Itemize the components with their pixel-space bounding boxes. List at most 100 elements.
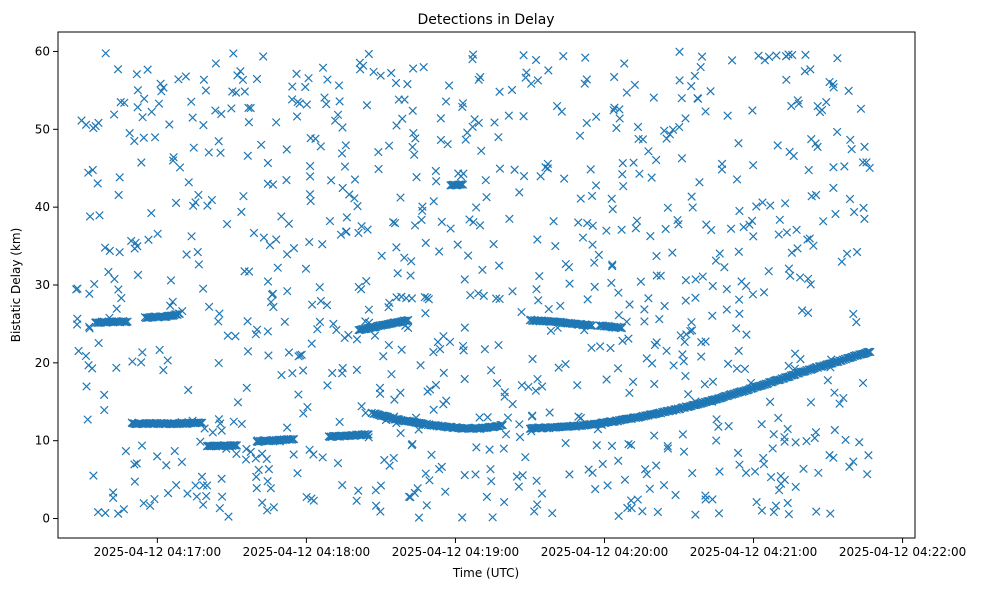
- noise-point: [217, 474, 226, 484]
- noise-point: [352, 335, 362, 344]
- noise-point: [817, 105, 827, 115]
- noise-point: [783, 498, 792, 508]
- noise-point: [228, 87, 237, 96]
- noise-point: [364, 305, 374, 314]
- noise-point: [608, 204, 617, 214]
- noise-point: [561, 438, 570, 448]
- noise-point: [720, 263, 729, 272]
- noise-point: [687, 317, 696, 327]
- noise-point: [845, 194, 855, 204]
- noise-point: [809, 241, 818, 250]
- noise-point: [268, 289, 278, 298]
- noise-point: [614, 456, 623, 465]
- noise-point: [237, 207, 246, 217]
- noise-point: [619, 181, 628, 191]
- noise-point: [677, 93, 687, 103]
- noise-point: [638, 135, 648, 144]
- noise-point: [633, 495, 642, 504]
- noise-point: [630, 80, 640, 90]
- noise-point: [89, 123, 98, 133]
- noise-point: [227, 104, 236, 113]
- noise-point: [400, 95, 409, 104]
- noise-point: [858, 158, 868, 167]
- noise-point: [503, 413, 513, 422]
- noise-point: [182, 250, 191, 259]
- noise-point: [622, 88, 632, 97]
- noise-point: [806, 398, 816, 407]
- noise-point: [323, 381, 332, 390]
- noise-point: [860, 142, 869, 152]
- noise-point: [263, 327, 273, 336]
- noise-point: [126, 236, 136, 246]
- noise-point: [624, 334, 633, 343]
- noise-point: [356, 284, 366, 294]
- noise-point: [731, 324, 741, 333]
- noise-point: [537, 489, 547, 498]
- noise-point: [407, 294, 417, 303]
- noise-point: [849, 207, 859, 217]
- noise-point: [691, 510, 700, 519]
- noise-point: [341, 141, 351, 150]
- noise-point: [217, 492, 227, 501]
- track-point: [123, 317, 132, 326]
- noise-point: [397, 345, 406, 354]
- noise-point: [717, 159, 727, 169]
- noise-point: [545, 408, 554, 417]
- noise-point: [150, 133, 160, 142]
- noise-point: [188, 201, 198, 210]
- noise-point: [701, 491, 710, 500]
- noise-point: [388, 218, 398, 227]
- noise-point: [263, 158, 273, 168]
- noise-point: [708, 281, 718, 291]
- noise-point: [695, 178, 704, 187]
- noise-point: [307, 300, 317, 309]
- noise-point: [765, 397, 775, 407]
- noise-point: [318, 453, 327, 462]
- noise-point: [757, 506, 767, 515]
- noise-point: [541, 163, 550, 172]
- noise-point: [700, 380, 710, 389]
- noise-point: [514, 482, 524, 491]
- noise-point: [485, 445, 494, 454]
- noise-point: [138, 112, 147, 122]
- noise-point: [536, 172, 545, 181]
- noise-point: [138, 348, 147, 357]
- noise-point: [460, 323, 470, 332]
- noise-point: [338, 183, 347, 193]
- noise-point: [474, 75, 483, 85]
- noise-point: [769, 507, 779, 517]
- noise-point: [313, 324, 322, 334]
- noise-point: [81, 351, 91, 361]
- noise-point: [74, 346, 83, 356]
- noise-point: [136, 358, 146, 367]
- noise-point: [243, 151, 253, 160]
- track-point: [404, 315, 413, 325]
- noise-point: [780, 475, 790, 485]
- noise-point: [740, 364, 750, 374]
- noise-point: [837, 257, 847, 266]
- noise-point: [350, 175, 360, 184]
- noise-point: [433, 337, 443, 347]
- noise-point: [199, 481, 208, 490]
- noise-point: [256, 140, 266, 150]
- noise-point: [662, 346, 671, 356]
- noise-point: [651, 155, 661, 165]
- noise-point: [114, 285, 123, 294]
- noise-point: [77, 116, 86, 125]
- noise-point: [257, 498, 267, 507]
- noise-point: [251, 454, 261, 463]
- noise-point: [591, 181, 601, 190]
- x-axis-ticks: 2025-04-12 04:17:00 2025-04-12 04:18:00 20…: [94, 538, 966, 559]
- noise-point: [189, 143, 198, 152]
- noise-point: [411, 134, 420, 143]
- noise-point: [413, 483, 422, 493]
- noise-point: [437, 217, 447, 227]
- noise-point: [556, 301, 565, 311]
- noise-point: [165, 120, 174, 129]
- noise-point: [792, 225, 801, 235]
- noise-point: [84, 361, 93, 370]
- noise-point: [554, 363, 563, 372]
- noise-point: [640, 317, 649, 326]
- noise-point: [170, 446, 179, 456]
- noise-point: [734, 295, 744, 304]
